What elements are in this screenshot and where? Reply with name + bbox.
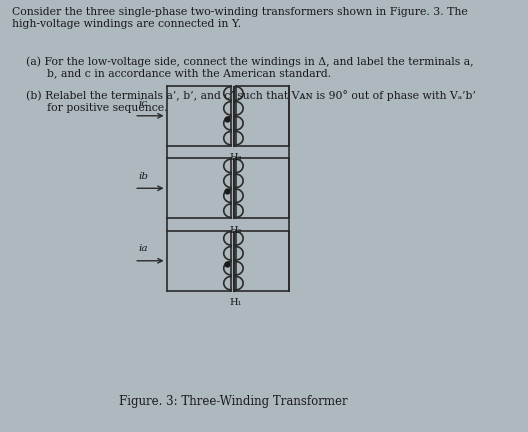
Text: Figure. 3: Three-Winding Transformer: Figure. 3: Three-Winding Transformer [119, 395, 348, 408]
Text: Consider the three single-phase two-winding transformers shown in Figure. 3. The: Consider the three single-phase two-wind… [12, 7, 468, 29]
Text: (a) For the low-voltage side, connect the windings in Δ, and label the terminals: (a) For the low-voltage side, connect th… [26, 56, 474, 78]
Text: H₂: H₂ [230, 226, 242, 235]
Text: ic: ic [139, 99, 148, 108]
Text: ib: ib [139, 172, 149, 181]
Text: (b) Relabel the terminals a’, b’, and c’ such that Vᴀɴ is 90° out of phase with : (b) Relabel the terminals a’, b’, and c’… [26, 90, 476, 113]
Text: H₁: H₁ [230, 299, 242, 307]
Text: ia: ia [139, 244, 148, 253]
Text: H₃: H₃ [230, 153, 242, 162]
